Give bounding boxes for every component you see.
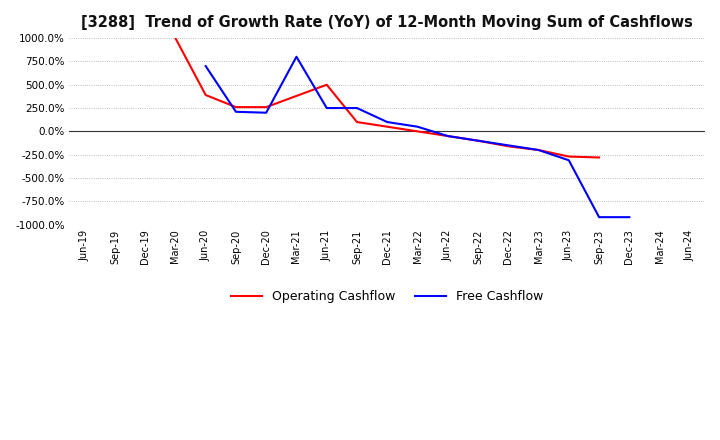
Free Cashflow [202,63,210,69]
Operating Cashflow [202,92,210,98]
Free Cashflow [232,109,240,114]
Operating Cashflow [474,138,482,143]
Operating Cashflow [262,104,271,110]
Free Cashflow [534,147,543,153]
Line: Free Cashflow: Free Cashflow [206,57,629,217]
Free Cashflow [383,119,392,125]
Operating Cashflow [413,129,422,134]
Operating Cashflow [171,36,180,41]
Free Cashflow [292,54,301,59]
Legend: Operating Cashflow, Free Cashflow: Operating Cashflow, Free Cashflow [226,285,548,308]
Free Cashflow [504,143,513,148]
Operating Cashflow [232,104,240,110]
Operating Cashflow [504,143,513,149]
Free Cashflow [564,158,573,163]
Operating Cashflow [534,147,543,153]
Free Cashflow [444,133,452,139]
Operating Cashflow [323,82,331,88]
Operating Cashflow [564,154,573,159]
Line: Operating Cashflow: Operating Cashflow [176,38,599,158]
Free Cashflow [595,215,603,220]
Free Cashflow [353,106,361,111]
Operating Cashflow [292,93,301,99]
Operating Cashflow [444,133,452,139]
Title: [3288]  Trend of Growth Rate (YoY) of 12-Month Moving Sum of Cashflows: [3288] Trend of Growth Rate (YoY) of 12-… [81,15,693,30]
Operating Cashflow [353,119,361,125]
Operating Cashflow [595,155,603,160]
Free Cashflow [413,124,422,129]
Free Cashflow [262,110,271,115]
Free Cashflow [323,106,331,111]
Free Cashflow [474,138,482,143]
Free Cashflow [625,215,634,220]
Operating Cashflow [383,124,392,129]
